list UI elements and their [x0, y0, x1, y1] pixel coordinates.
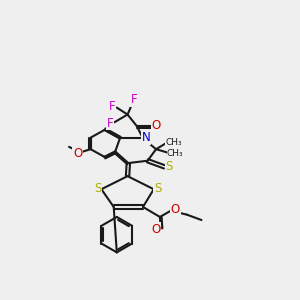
Text: O: O: [152, 119, 161, 132]
Text: N: N: [142, 131, 150, 144]
Text: O: O: [171, 203, 180, 216]
Text: O: O: [73, 147, 82, 160]
Text: F: F: [106, 116, 113, 130]
Text: S: S: [94, 182, 101, 195]
Text: CH₃: CH₃: [166, 138, 182, 147]
Text: S: S: [154, 182, 161, 195]
Text: CH₃: CH₃: [167, 148, 184, 158]
Text: O: O: [152, 223, 161, 236]
Text: F: F: [109, 100, 116, 113]
Text: S: S: [166, 160, 173, 173]
Text: F: F: [130, 93, 137, 106]
